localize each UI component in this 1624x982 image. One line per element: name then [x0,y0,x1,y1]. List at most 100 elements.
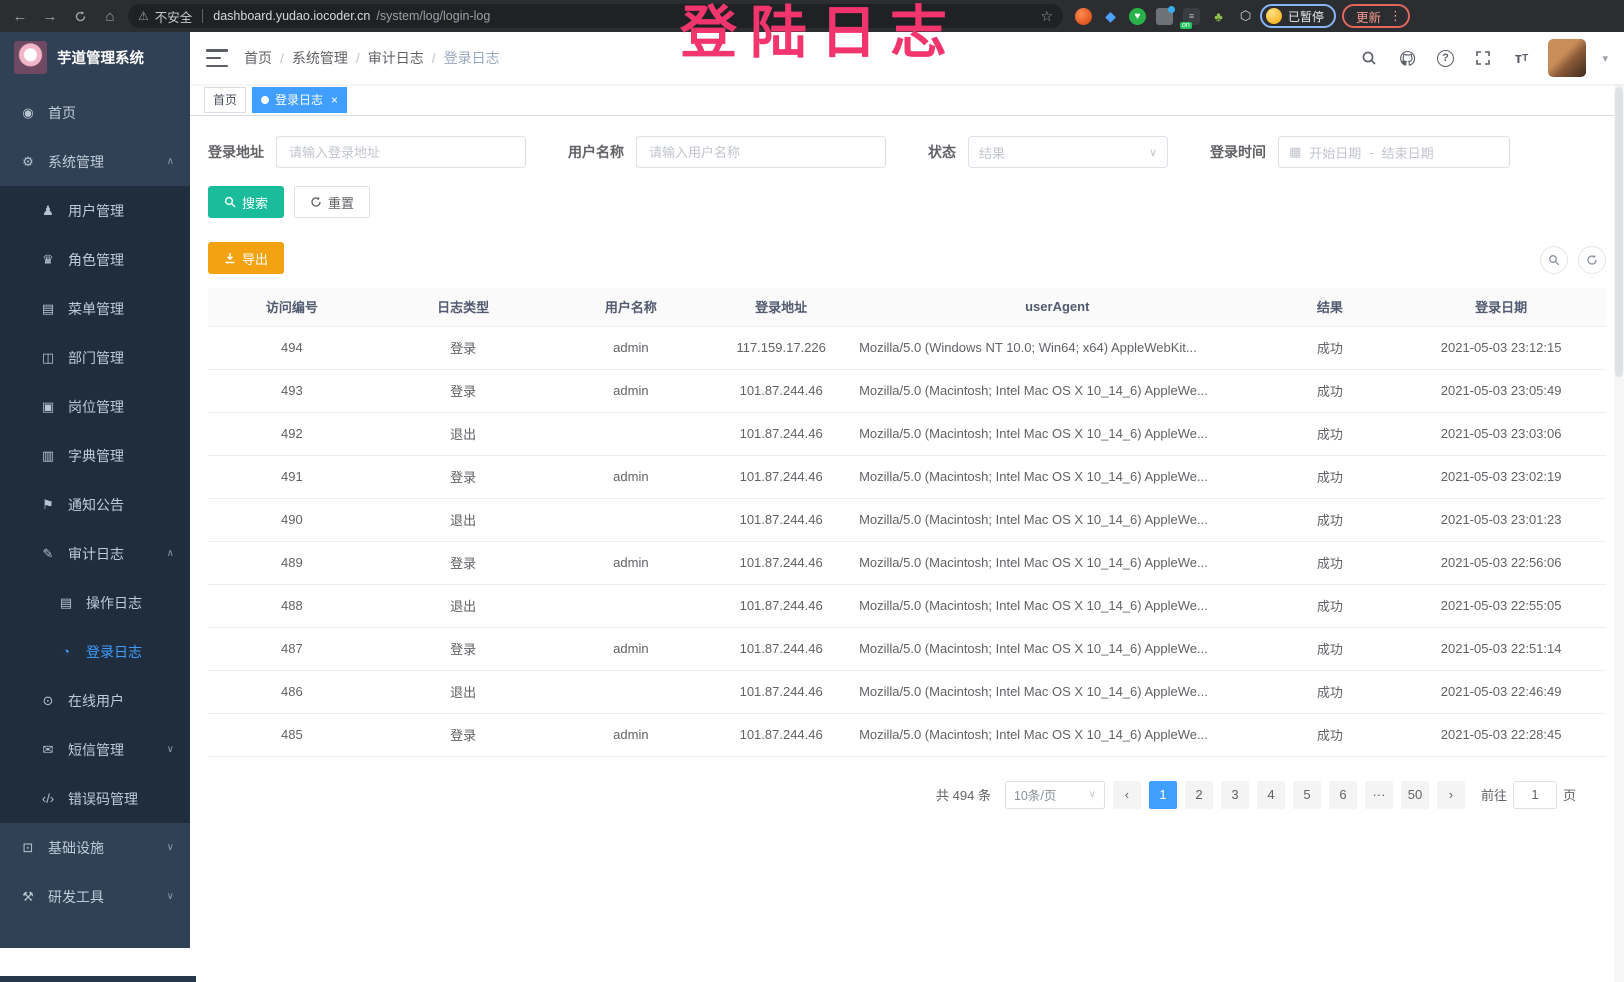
table-search-toggle-icon[interactable] [1540,246,1568,274]
sidebar-menu-item[interactable]: ▥ 字典管理 [0,431,190,480]
login-log-table: 访问编号 日志类型 用户名称 登录地址 userAgent 结果 登录日期 49… [208,288,1606,757]
browser-menu-kebab-icon[interactable]: ⋮ [1389,8,1403,23]
browser-forward-icon[interactable]: → [42,7,58,25]
menu-chevron-icon: ∧ [166,156,174,167]
tag-login-log[interactable]: 登录日志 × [252,86,348,113]
cell-result: 成功 [1263,455,1397,499]
goto-page-input[interactable] [1512,780,1557,809]
cell-id: 489 [208,541,376,585]
extension-grid-icon[interactable] [1156,5,1175,25]
sidebar-menu-item[interactable]: ⚑ 通知公告 [0,480,190,529]
reset-button[interactable]: 重置 [294,186,371,218]
menu-item-label: 在线用户 [68,692,124,709]
address-bar[interactable]: ⚠ 不安全 dashboard.yudao.iocoder.cn/system/… [128,4,1063,28]
username-input[interactable] [636,136,886,168]
page-number-button[interactable]: 1 [1148,780,1177,809]
sidebar-menu-item[interactable]: ⚙ 系统管理 ∧ [0,137,190,186]
breadcrumb-item[interactable]: 首页 [244,50,272,66]
breadcrumb-item[interactable]: 审计日志 [367,50,424,66]
sidebar-menu: ◉ 首页 ⚙ 系统管理 ∧ ♟ 用户管理 ♛ 角色管理 ▤ 菜单管理 ◫ 部门管… [0,82,190,921]
sidebar-menu-item[interactable]: ⚒ 研发工具 ∨ [0,872,190,921]
sidebar-menu-item[interactable]: ▣ 岗位管理 [0,382,190,431]
sidebar-toggle-icon[interactable] [206,49,228,67]
sidebar-menu-item[interactable]: ◫ 部门管理 [0,333,190,382]
extension-gem-icon[interactable]: ◆ [1105,7,1116,24]
status-placeholder: 结果 [979,145,1006,161]
cell-username: admin [550,369,712,413]
page-number-button[interactable]: 3 [1220,780,1249,809]
cell-login-date: 2021-05-03 22:55:05 [1396,584,1606,628]
sidebar-menu-item[interactable]: ♛ 角色管理 [0,235,190,284]
sidebar-menu-item[interactable]: ✎ 审计日志 ∧ [0,529,190,578]
search-icon[interactable] [1358,47,1380,69]
cell-login-address: 101.87.244.46 [711,541,852,585]
sidebar-menu-item[interactable]: ♟ 用户管理 [0,186,190,235]
sidebar-menu-item[interactable]: ◔ 登录日志 [0,627,190,676]
filter-form: 登录地址 用户名称 状态 结果 ∨ 登录时间 ▦ [208,136,1606,168]
extension-orange-icon[interactable] [1075,7,1092,25]
export-button[interactable]: 导出 [208,242,285,274]
status-label: 状态 [928,144,956,160]
sidebar-menu-item[interactable]: ✉ 短信管理 ∨ [0,725,190,774]
search-button[interactable]: 搜索 [208,186,285,218]
extension-list-on-icon[interactable]: ≡ [1180,7,1200,29]
table-refresh-icon[interactable] [1578,246,1606,274]
page-number-button[interactable]: 5 [1292,780,1321,809]
sidebar-bottom-strip [0,976,196,982]
scrollbar-thumb[interactable] [1615,87,1623,377]
help-icon[interactable]: ? [1434,47,1456,69]
table-row: 488 退出 101.87.244.46 Mozilla/5.0 (Macint… [208,584,1606,628]
tag-login-log-label: 登录日志 [275,93,324,107]
cell-log-type: 登录 [375,627,551,671]
bookmark-star-icon[interactable]: ☆ [1040,7,1053,24]
date-range-picker[interactable]: ▦ 开始日期 - 结束日期 [1278,136,1510,168]
cell-id: 492 [208,412,376,456]
page-number-button[interactable]: 50 [1400,780,1429,809]
sidebar-menu-item[interactable]: ‹/› 错误码管理 [0,774,190,823]
sidebar-menu-item[interactable]: ▤ 操作日志 [0,578,190,627]
sidebar-menu-item[interactable]: ◉ 首页 [0,88,190,137]
login-address-input[interactable] [276,136,526,168]
page-number-button[interactable]: ··· [1364,780,1393,809]
page-size-select[interactable]: 10条/页 ∨ [1004,780,1105,809]
extension-leaf-icon[interactable]: ♣ [1214,8,1223,24]
sidebar-menu-item[interactable]: ⊡ 基础设施 ∨ [0,823,190,872]
prev-page-button[interactable]: ‹ [1112,780,1141,809]
cell-login-address: 101.87.244.46 [711,584,852,628]
browser-home-icon[interactable]: ⌂ [105,7,115,25]
avatar-caret-icon[interactable]: ▾ [1602,52,1608,65]
table-row: 489 登录 admin 101.87.244.46 Mozilla/5.0 (… [208,541,1606,585]
status-select[interactable]: 结果 ∨ [968,136,1168,168]
sidebar-menu-item[interactable]: ▤ 菜单管理 [0,284,190,333]
sidebar-logo-row[interactable]: 芋道管理系统 [0,32,190,82]
page-number-button[interactable]: 4 [1256,780,1285,809]
sidebar-menu-item[interactable]: ⊙ 在线用户 [0,676,190,725]
browser-reload-icon[interactable] [68,4,92,28]
menu-item-icon: ⊙ [42,692,54,708]
browser-profile-paused-badge[interactable]: 已暂停 [1260,4,1337,28]
extension-heart-icon[interactable]: ♥ [1129,7,1146,25]
fullscreen-icon[interactable] [1472,47,1494,69]
table-body: 494 登录 admin 117.159.17.226 Mozilla/5.0 … [208,326,1606,757]
menu-item-label: 研发工具 [48,888,104,905]
github-icon[interactable] [1396,47,1418,69]
window-scrollbar[interactable] [1614,32,1624,982]
page-number-button[interactable]: 2 [1184,780,1213,809]
next-page-button[interactable]: › [1436,780,1465,809]
user-avatar[interactable] [1548,39,1587,77]
tag-close-icon[interactable]: × [331,92,339,107]
table-row: 487 登录 admin 101.87.244.46 Mozilla/5.0 (… [208,627,1606,671]
extensions-puzzle-icon[interactable]: ⬡ [1239,8,1252,23]
browser-update-button[interactable]: 更新 ⋮ [1342,4,1411,28]
app-title: 芋道管理系统 [57,50,144,67]
page-buttons: 1 2 3 4 5 6 ··· 50 [1148,780,1429,809]
menu-chevron-icon: ∨ [166,842,174,853]
browser-back-icon[interactable]: ← [12,7,28,25]
cell-login-date: 2021-05-03 22:28:45 [1396,713,1606,757]
login-time-label: 登录时间 [1210,144,1266,160]
tag-home[interactable]: 首页 [204,86,247,113]
breadcrumb-item[interactable]: 系统管理 [291,50,348,66]
page-number-button[interactable]: 6 [1328,780,1357,809]
cell-user-agent: Mozilla/5.0 (Macintosh; Intel Mac OS X 1… [851,627,1264,671]
